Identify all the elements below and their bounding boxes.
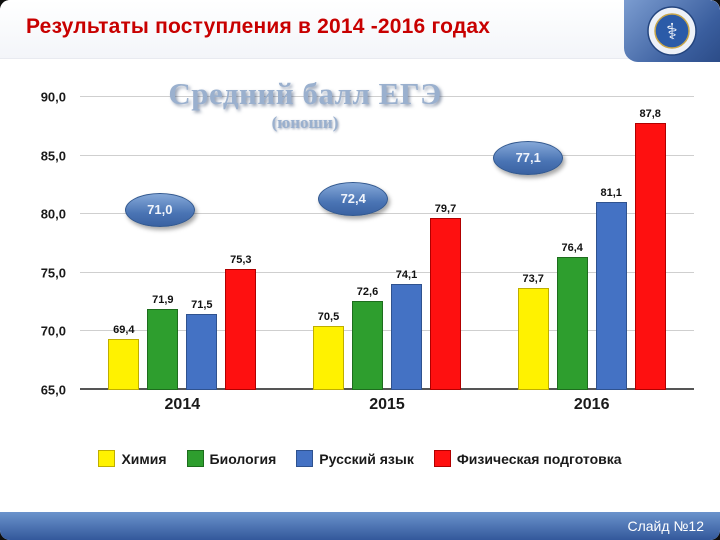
bar-value-label: 73,7 bbox=[522, 273, 544, 286]
logo-block: ⚕ bbox=[624, 0, 720, 62]
bar-Физическая подготовка-2015: 79,7 bbox=[430, 74, 461, 390]
slide-footer: Слайд №12 bbox=[0, 512, 720, 540]
bar bbox=[556, 256, 588, 390]
y-axis: 65,0 70,0 75,0 80,0 85,0 90,0 bbox=[0, 74, 74, 398]
legend-swatch bbox=[98, 450, 116, 467]
bar-Химия-2015: 70,5 bbox=[313, 74, 344, 390]
legend: Химия Биология Русский язык Физическая подг… bbox=[0, 450, 720, 467]
bar-Физическая подготовка-2014: 75,3 bbox=[225, 74, 257, 390]
x-tick-2016: 2016 bbox=[573, 396, 610, 413]
average-callout: 72,4 bbox=[318, 181, 389, 216]
gridline bbox=[80, 96, 694, 98]
legend-swatch bbox=[296, 450, 314, 467]
slide-number: Слайд №12 bbox=[627, 518, 704, 534]
legend-item-Физическая подготовка: Физическая подготовка bbox=[433, 450, 622, 467]
y-tick-label: 75,0 bbox=[40, 265, 66, 281]
bar bbox=[595, 201, 627, 390]
bar bbox=[186, 313, 218, 390]
bar-value-label: 79,7 bbox=[434, 202, 457, 215]
legend-label: Химия bbox=[121, 450, 167, 467]
bar-Русский язык-2014: 71,5 bbox=[186, 74, 218, 390]
gridline bbox=[80, 271, 694, 273]
average-callout: 77,1 bbox=[493, 140, 564, 175]
bar-value-label: 71,5 bbox=[191, 298, 213, 311]
bar-Биология-2014: 71,9 bbox=[147, 74, 179, 390]
bar-Физическая подготовка-2016: 87,8 bbox=[634, 74, 666, 390]
y-tick-label: 85,0 bbox=[40, 148, 66, 164]
legend-label: Физическая подготовка bbox=[456, 450, 622, 467]
x-axis-labels: 2014 2015 2016 bbox=[80, 396, 694, 414]
slide-header: Результаты поступления в 2014 -2016 года… bbox=[0, 0, 720, 62]
bar-value-label: 74,1 bbox=[395, 268, 418, 281]
bar bbox=[634, 123, 666, 390]
bar bbox=[517, 288, 549, 390]
legend-label: Биология bbox=[209, 450, 277, 467]
bar-groups: 69,4 71,9 71,5 75,3 70,5 72,6 74,1 79,7 73,7 76,4… bbox=[80, 74, 694, 390]
chart-area: Средний балл ЕГЭ (юноши) 65,0 70,0 75,0 80,… bbox=[0, 58, 720, 512]
y-tick-label: 80,0 bbox=[40, 206, 66, 222]
y-tick-label: 70,0 bbox=[40, 323, 66, 339]
bar bbox=[352, 301, 383, 390]
y-tick-label: 90,0 bbox=[40, 89, 66, 105]
bar-value-label: 87,8 bbox=[639, 108, 661, 121]
bar-group-2014: 69,4 71,9 71,5 75,3 bbox=[80, 74, 285, 390]
legend-swatch bbox=[186, 450, 204, 467]
bar-Русский язык-2016: 81,1 bbox=[595, 74, 627, 390]
bar bbox=[313, 325, 344, 390]
gridline bbox=[80, 388, 694, 390]
bar bbox=[108, 338, 140, 390]
average-callout: 71,0 bbox=[124, 192, 195, 227]
bar bbox=[391, 283, 422, 390]
bar-value-label: 70,5 bbox=[317, 310, 340, 323]
bar-value-label: 75,3 bbox=[230, 254, 252, 267]
bar-value-label: 76,4 bbox=[561, 241, 583, 254]
legend-swatch bbox=[433, 450, 451, 467]
x-tick-2014: 2014 bbox=[164, 396, 201, 413]
bar-Биология-2015: 72,6 bbox=[352, 74, 383, 390]
gridline bbox=[80, 330, 694, 332]
bar-Русский язык-2015: 74,1 bbox=[391, 74, 422, 390]
bar-value-label: 72,6 bbox=[356, 286, 379, 299]
slide-title: Результаты поступления в 2014 -2016 года… bbox=[26, 15, 491, 38]
bar-value-label: 69,4 bbox=[113, 323, 135, 336]
x-tick-2015: 2015 bbox=[369, 396, 405, 413]
bar-Химия-2014: 69,4 bbox=[108, 74, 140, 390]
bar bbox=[430, 217, 461, 390]
bar-group-2016: 73,7 76,4 81,1 87,8 bbox=[489, 74, 694, 390]
bar-Биология-2016: 76,4 bbox=[556, 74, 588, 390]
legend-item-Биология: Биология bbox=[186, 450, 277, 467]
bar-value-label: 71,9 bbox=[152, 294, 174, 307]
bar-Химия-2016: 73,7 bbox=[517, 74, 549, 390]
gridline bbox=[80, 154, 694, 156]
svg-text:⚕: ⚕ bbox=[666, 20, 678, 45]
legend-item-Русский язык: Русский язык bbox=[296, 450, 414, 467]
bar bbox=[225, 269, 257, 390]
bar-value-label: 81,1 bbox=[600, 186, 622, 199]
y-tick-label: 65,0 bbox=[40, 382, 66, 398]
legend-item-Химия: Химия bbox=[98, 450, 167, 467]
bar bbox=[147, 309, 179, 390]
bar-group-2015: 70,5 72,6 74,1 79,7 bbox=[285, 74, 490, 390]
plot-area: 69,4 71,9 71,5 75,3 70,5 72,6 74,1 79,7 73,7 76,4… bbox=[80, 74, 694, 390]
medical-academy-emblem-icon: ⚕ bbox=[647, 6, 697, 56]
legend-label: Русский язык bbox=[319, 450, 414, 467]
gridline bbox=[80, 213, 694, 215]
